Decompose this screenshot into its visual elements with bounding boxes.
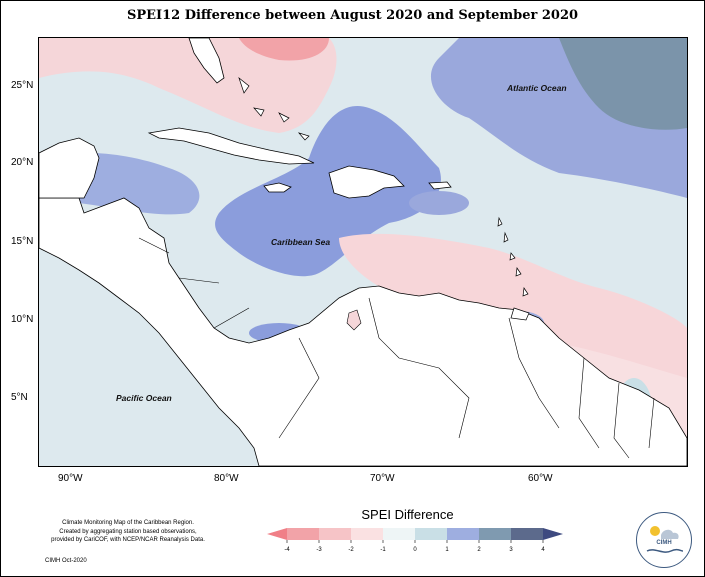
legend-tick-label: 3 [509, 547, 513, 553]
legend-tick-label: -1 [380, 547, 386, 553]
credit-date: CIMH Oct-2020 [45, 558, 87, 564]
credit-line-2: Created by aggregating station based obs… [59, 528, 197, 535]
land-hispaniola [328, 165, 405, 199]
cimh-logo: CIMH [636, 512, 692, 568]
legend-tick-label: -4 [284, 547, 290, 553]
label-caribbean-sea: Caribbean Sea [271, 237, 330, 247]
land-lesser-antilles [497, 216, 530, 321]
north-red-region [239, 38, 329, 61]
caribbean-blue-region [215, 106, 441, 277]
atlantic-dark-region [559, 38, 687, 130]
cimh-logo-graphic [646, 526, 684, 553]
land-yucatan [39, 137, 100, 199]
legend-tick-label: 1 [445, 547, 449, 553]
lat-label-15n: 15°N [11, 236, 34, 247]
map-panel: Atlantic Ocean Caribbean Sea Pacific Oce… [38, 37, 688, 467]
color-legend: -4 -3 -2 -1 0 1 2 3 4 [267, 528, 563, 553]
legend-cell [511, 528, 543, 540]
sun-icon [650, 526, 660, 536]
legend-cell [319, 528, 351, 540]
blue-patch-puerto-rico [409, 191, 469, 215]
legend-cell [351, 528, 383, 540]
legend-cell [447, 528, 479, 540]
legend-tick-label: 0 [413, 547, 417, 553]
legend-title: SPEI Difference [361, 507, 454, 522]
lon-label-70w: 70°W [370, 473, 395, 484]
land-bahamas [238, 76, 310, 141]
legend-tick-label: -2 [348, 547, 354, 553]
land-jamaica [263, 182, 292, 193]
legend-tick-label: 4 [541, 547, 545, 553]
lake-maracaibo [346, 309, 362, 331]
lat-label-20n: 20°N [11, 157, 34, 168]
legend-low-arrow [267, 528, 287, 540]
lat-label-5n: 5°N [11, 392, 28, 403]
credit-line-1: Climate Monitoring Map of the Caribbean … [62, 520, 194, 526]
legend-cell [415, 528, 447, 540]
land-florida [188, 38, 225, 84]
logo-text: CIMH [656, 540, 672, 546]
wave-icon [646, 548, 684, 553]
lon-label-90w: 90°W [58, 473, 83, 484]
map-svg: Atlantic Ocean Caribbean Sea Pacific Oce… [39, 38, 687, 466]
credit-text: Climate Monitoring Map of the Caribbean … [13, 519, 243, 545]
legend-high-arrow [543, 528, 563, 540]
land-cuba [147, 127, 315, 165]
cloud-icon [661, 529, 679, 539]
map-title: SPEI12 Difference between August 2020 an… [126, 8, 579, 23]
legend-tick-label: -3 [316, 547, 322, 553]
legend-cell [287, 528, 319, 540]
credit-line-3: provided by CariCOF, with NCEP/NCAR Rean… [51, 537, 205, 543]
north-pink-region [39, 38, 337, 133]
legend-cell [383, 528, 415, 540]
lon-label-60w: 60°W [528, 473, 553, 484]
lon-label-80w: 80°W [214, 473, 239, 484]
country-borders [138, 237, 655, 459]
label-pacific-ocean: Pacific Ocean [116, 393, 172, 403]
lat-label-25n: 25°N [11, 80, 34, 91]
legend-cell [479, 528, 511, 540]
legend-tick-label: 2 [477, 547, 481, 553]
label-atlantic-ocean: Atlantic Ocean [506, 83, 567, 93]
land-puerto-rico [428, 181, 452, 190]
lat-label-10n: 10°N [11, 314, 34, 325]
